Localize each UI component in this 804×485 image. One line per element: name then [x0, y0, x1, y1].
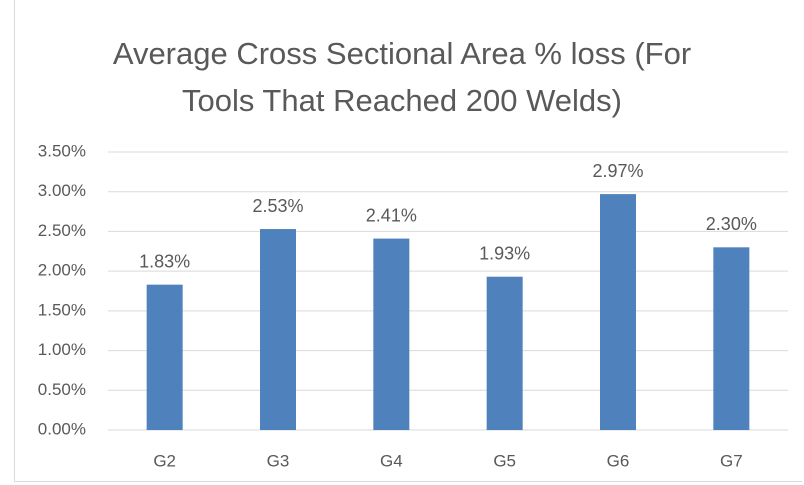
bar — [713, 247, 750, 430]
x-tick-label: G2 — [153, 451, 176, 470]
y-tick-label: 2.50% — [38, 221, 86, 240]
data-label: 1.83% — [139, 251, 190, 271]
bar — [260, 229, 296, 430]
data-label: 2.53% — [252, 196, 303, 216]
data-label: 2.41% — [366, 205, 417, 225]
x-tick-label: G6 — [607, 451, 630, 470]
x-tick-label: G7 — [720, 451, 743, 470]
y-tick-label: 3.00% — [38, 181, 86, 200]
x-tick-label: G3 — [267, 451, 290, 470]
bar — [486, 276, 523, 430]
bar — [146, 284, 183, 430]
x-tick-label: G5 — [493, 451, 516, 470]
x-tick-label: G4 — [380, 451, 403, 470]
y-tick-label: 0.50% — [38, 380, 86, 399]
y-tick-label: 1.00% — [38, 340, 86, 359]
chart-title: Average Cross Sectional Area % loss (For… — [112, 36, 692, 118]
bar — [373, 238, 410, 430]
data-label: 1.93% — [479, 243, 530, 263]
chart-frame — [14, 0, 802, 482]
y-tick-label: 0.00% — [38, 419, 86, 438]
y-tick-label: 3.50% — [38, 141, 86, 160]
y-tick-label: 2.00% — [38, 261, 86, 280]
data-label: 2.30% — [706, 214, 757, 234]
data-label: 2.97% — [592, 161, 643, 181]
bar — [600, 194, 636, 430]
y-tick-label: 1.50% — [38, 300, 86, 319]
